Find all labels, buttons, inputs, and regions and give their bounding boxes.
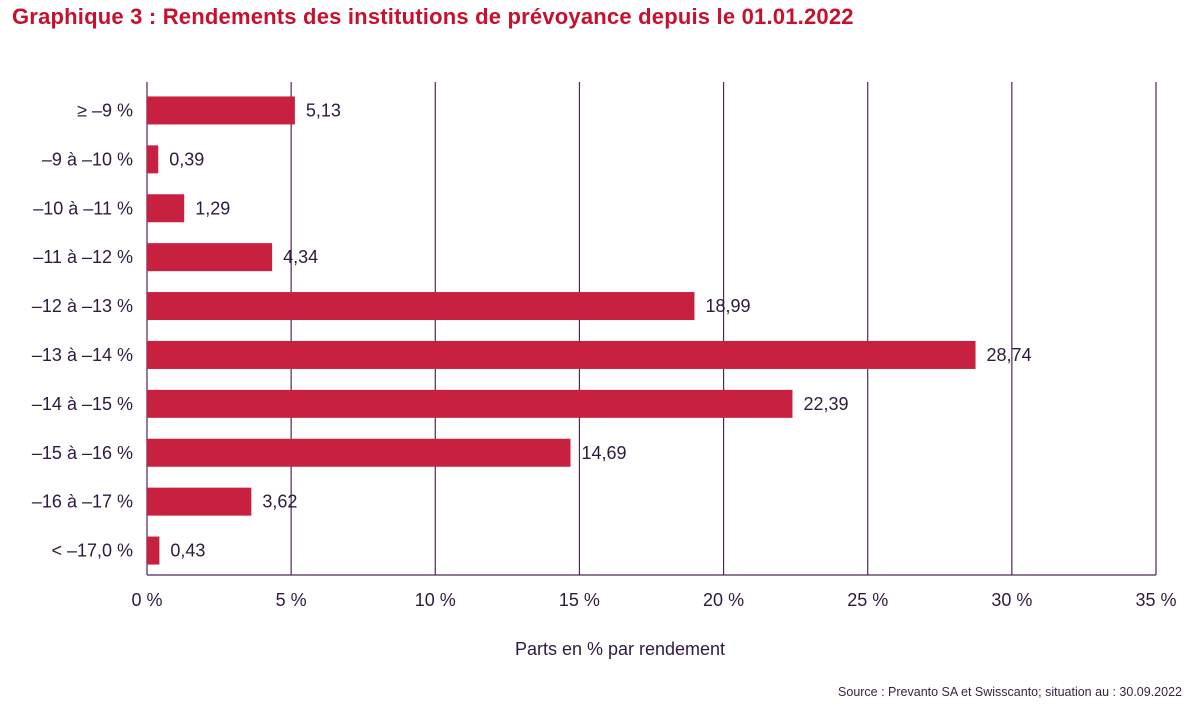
bar [147,145,159,174]
x-tick-label: 5 % [276,590,307,610]
category-label: –9 à –10 % [42,149,133,169]
source-note: Source : Prevanto SA et Swisscanto; situ… [838,685,1182,699]
category-label: –13 à –14 % [32,345,133,365]
x-tick-label: 20 % [703,590,744,610]
x-tick-label: 25 % [847,590,888,610]
bar [147,389,793,418]
chart-title: Graphique 3 : Rendements des institution… [12,4,854,29]
bar [147,292,695,321]
bar [147,536,160,565]
bar [147,340,976,369]
bar [147,243,273,272]
category-label: –14 à –15 % [32,394,133,414]
category-label: ≥ –9 % [77,100,133,120]
category-label: –10 à –11 % [33,198,133,218]
data-label: 14,69 [581,443,626,463]
x-tick-label: 30 % [991,590,1032,610]
data-label: 0,39 [169,149,204,169]
category-label: < –17,0 % [51,541,133,561]
category-label: –11 à –12 % [33,247,133,267]
x-tick-label: 0 % [131,590,162,610]
data-label: 28,74 [987,345,1032,365]
gridlines [146,82,1157,576]
bar [147,194,185,223]
data-label: 18,99 [705,296,750,316]
bars [147,96,976,565]
data-label: 5,13 [306,100,341,120]
category-label: –12 à –13 % [32,296,133,316]
x-axis-title: Parts en % par rendement [515,639,725,659]
data-label: 3,62 [262,492,297,512]
category-label: –16 à –17 % [32,492,133,512]
x-tick-label: 10 % [415,590,456,610]
bar [147,487,252,516]
data-label: 0,43 [170,541,205,561]
data-label: 4,34 [283,247,318,267]
bar [147,96,295,125]
labels: 0 % 5 % 10 % 15 % 20 % 25 % 30 % 35 % ≥ –9 % 5,13… [32,100,1177,610]
x-tick-label: 35 % [1135,590,1176,610]
category-label: –15 à –16 % [32,443,133,463]
x-tick-label: 15 % [559,590,600,610]
data-label: 1,29 [195,198,230,218]
data-label: 22,39 [803,394,848,414]
bar [147,438,571,467]
